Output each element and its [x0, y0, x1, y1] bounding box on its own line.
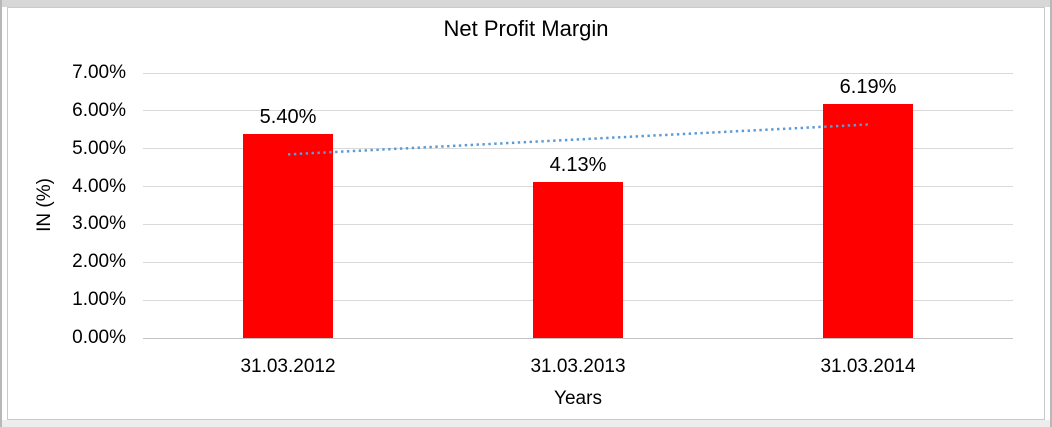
- y-tick-label: 4.00%: [72, 175, 126, 197]
- y-tick-label: 2.00%: [72, 251, 126, 273]
- bar[interactable]: [243, 133, 333, 338]
- frame-edge-bottom: [0, 420, 1052, 427]
- trendline-layer: [287, 123, 869, 156]
- gridline: [143, 72, 1013, 74]
- bar-data-label: 4.13%: [549, 153, 607, 176]
- bar-data-label: 5.40%: [259, 105, 317, 128]
- y-tick-label: 7.00%: [72, 62, 126, 83]
- bar[interactable]: [533, 181, 623, 338]
- frame-edge-right: [1050, 0, 1052, 427]
- chart-title: Net Profit Margin: [443, 16, 609, 41]
- y-tick-label: 0.00%: [72, 327, 126, 348]
- plot-area: 0.00% 1.00% 2.00% 3.00% 4.00% 5.00% 6.00% 7.00%…: [72, 62, 1013, 377]
- bar[interactable]: [823, 103, 913, 338]
- gridline: [143, 110, 1013, 112]
- x-tick-label: 31.03.2013: [530, 356, 626, 377]
- frame-edge-top: [0, 0, 1052, 7]
- linear-trendline[interactable]: [287, 123, 869, 156]
- y-tick-label: 5.00%: [72, 137, 126, 159]
- x-tick-label: 31.03.2012: [240, 356, 336, 377]
- x-tick-label: 31.03.2014: [820, 356, 916, 377]
- y-tick-label: 3.00%: [72, 213, 126, 235]
- frame-edge-left: [0, 0, 2, 427]
- y-tick-label: 6.00%: [72, 99, 126, 121]
- y-tick-label: 1.00%: [72, 289, 126, 311]
- x-axis-title: Years: [554, 388, 602, 409]
- x-axis-line: [143, 337, 1013, 339]
- bar-data-label: 6.19%: [839, 75, 897, 98]
- gridline: [143, 148, 1013, 150]
